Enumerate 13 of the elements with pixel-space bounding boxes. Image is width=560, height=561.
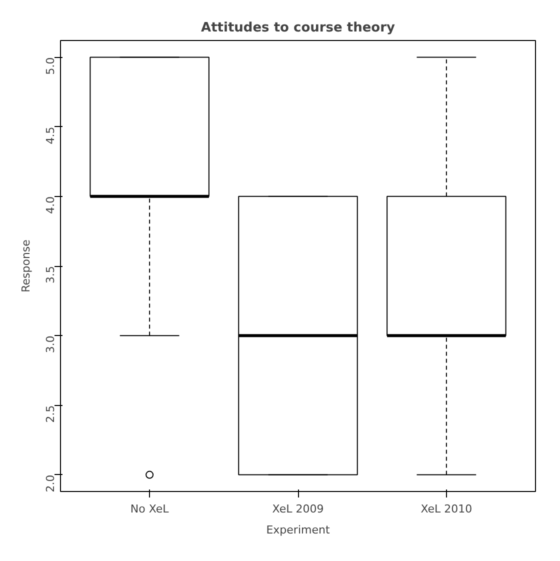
y-tick-label: 4.0 <box>44 196 57 214</box>
y-tick-label: 3.5 <box>44 266 57 284</box>
y-axis-title: Response <box>20 239 32 292</box>
y-tick-label: 4.5 <box>44 126 57 144</box>
y-tick-label: 5.0 <box>44 57 57 75</box>
x-tick-label: XeL 2010 <box>420 502 472 516</box>
y-tick-label: 3.0 <box>44 336 57 354</box>
chart-title: Attitudes to course theory <box>201 20 396 36</box>
x-tick-label: XeL 2009 <box>272 502 324 516</box>
y-tick-label: 2.0 <box>44 474 57 492</box>
x-tick-label: No XeL <box>130 502 170 516</box>
y-tick-label: 2.5 <box>44 405 57 423</box>
x-axis-title: Experiment <box>266 524 330 536</box>
